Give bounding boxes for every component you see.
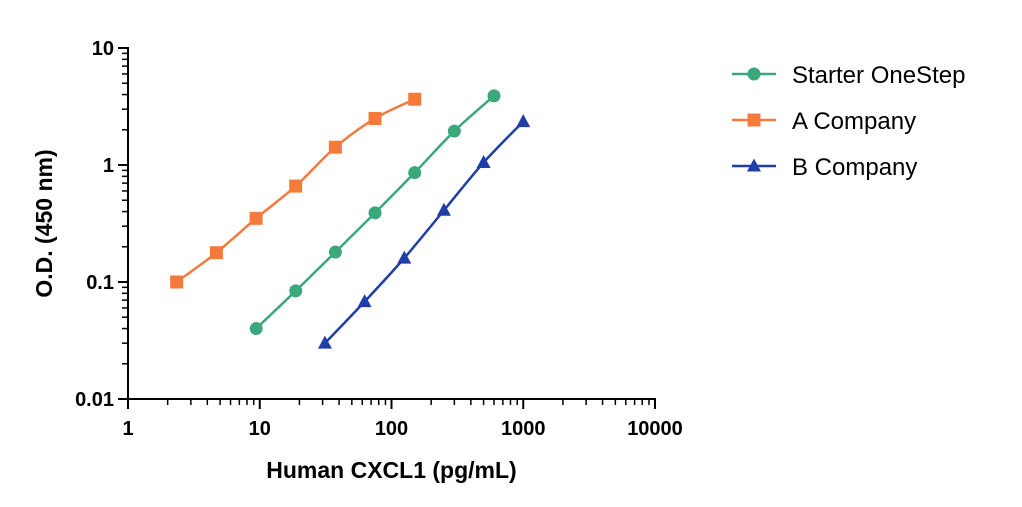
legend-item: B Company: [732, 154, 917, 181]
data-point: [249, 322, 263, 336]
data-point: [447, 124, 461, 138]
data-point: [357, 294, 372, 308]
data-point: [408, 166, 422, 180]
data-point: [317, 335, 332, 349]
legend-label: A Company: [792, 108, 916, 135]
series-triangle: [317, 114, 531, 349]
data-point: [408, 92, 422, 106]
data-point: [487, 89, 501, 103]
data-point: [328, 245, 342, 259]
legend-label: Starter OneStep: [792, 62, 965, 89]
x-axis-ticks: 1 10 100 1000 10000: [122, 399, 683, 440]
series-circle: [249, 89, 501, 336]
series-square: [170, 92, 422, 289]
data-point: [289, 179, 303, 193]
legend-item: Starter OneStep: [732, 62, 965, 89]
data-point: [368, 206, 382, 220]
legend-marker: [747, 113, 761, 127]
y-axis-ticks: 0.01 0.1 1 10: [75, 38, 128, 411]
y-tick-label: 0.01: [75, 389, 114, 411]
legend-marker: [747, 158, 761, 172]
y-tick-label: 1: [103, 155, 114, 177]
data-point: [170, 275, 184, 289]
y-axis-title: O.D. (450 nm): [31, 149, 57, 297]
legend-item: A Company: [732, 108, 916, 135]
data-point: [397, 250, 412, 264]
data-point: [476, 155, 491, 169]
y-tick-label: 10: [92, 38, 114, 60]
chart-legend: Starter OneStep A Company B Company: [732, 62, 965, 181]
x-tick-label: 10000: [627, 418, 683, 440]
x-tick-label: 10: [249, 418, 271, 440]
chart-axes: [127, 47, 656, 400]
chart-series: [170, 89, 531, 349]
data-point: [289, 284, 303, 298]
legend-label: B Company: [792, 154, 917, 181]
x-tick-label: 1: [122, 418, 133, 440]
x-tick-label: 100: [375, 418, 408, 440]
y-tick-label: 0.1: [86, 272, 114, 294]
x-tick-label: 1000: [501, 418, 546, 440]
data-point: [368, 111, 382, 125]
data-point: [436, 202, 451, 216]
data-point: [328, 140, 342, 154]
x-axis-title: Human CXCL1 (pg/mL): [266, 457, 516, 483]
data-point: [209, 246, 223, 260]
data-point: [249, 211, 263, 225]
legend-marker: [747, 67, 761, 81]
data-point: [516, 114, 531, 128]
